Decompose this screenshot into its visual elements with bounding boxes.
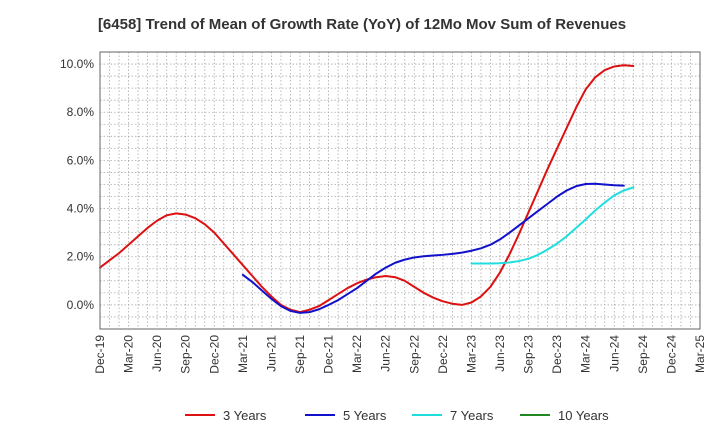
plot-area [100,52,700,329]
x-tick-label: Dec-19 [93,335,107,374]
legend-label-5-years: 5 Years [343,408,387,423]
x-tick-label: Dec-24 [664,335,678,374]
x-tick-label: Sep-20 [179,335,193,374]
x-tick-label: Dec-22 [436,335,450,374]
x-tick-label: Jun-22 [379,335,393,372]
x-tick-label: Mar-20 [122,335,136,373]
x-tick-label: Mar-21 [236,335,250,373]
x-tick-label: Sep-24 [636,335,650,374]
x-tick-label: Jun-23 [493,335,507,372]
y-tick-label: 2.0% [67,250,95,264]
legend-label-7-years: 7 Years [450,408,494,423]
x-tick-label: Dec-20 [207,335,221,374]
legend: 3 Years 5 Years 7 Years 10 Years [185,408,609,423]
x-tick-label: Sep-23 [522,335,536,374]
legend-label-10-years: 10 Years [558,408,609,423]
x-tick-label: Mar-24 [579,335,593,373]
y-tick-label: 0.0% [67,298,95,312]
y-tick-label: 10.0% [60,57,94,71]
x-tick-label: Sep-21 [293,335,307,374]
plot-frame [99,51,701,330]
x-tick-label: Mar-22 [350,335,364,373]
x-tick-label: Jun-20 [150,335,164,372]
x-tick-label: Mar-23 [464,335,478,373]
x-tick-label: Jun-21 [264,335,278,372]
x-tick-label: Dec-21 [322,335,336,374]
x-tick-label: Dec-23 [550,335,564,374]
series-lines [99,64,635,314]
y-tick-label: 8.0% [67,105,95,119]
y-tick-label: 6.0% [67,153,95,167]
series-line-7-years [470,186,635,265]
y-axis-ticks: 0.0% 2.0% 4.0% 6.0% 8.0% 10.0% [60,57,94,312]
y-tick-label: 4.0% [67,202,95,216]
grid-lines [100,51,700,329]
chart-title: [6458] Trend of Mean of Growth Rate (YoY… [98,16,626,33]
legend-label-3-years: 3 Years [223,408,267,423]
x-axis-ticks: Dec-19 Mar-20 Jun-20 Sep-20 Dec-20 Mar-21 Jun-… [93,335,707,374]
x-tick-label: Jun-24 [607,335,621,372]
x-tick-label: Sep-22 [407,335,421,374]
x-tick-label: Mar-25 [693,335,707,373]
series-line-5-years [241,182,625,314]
